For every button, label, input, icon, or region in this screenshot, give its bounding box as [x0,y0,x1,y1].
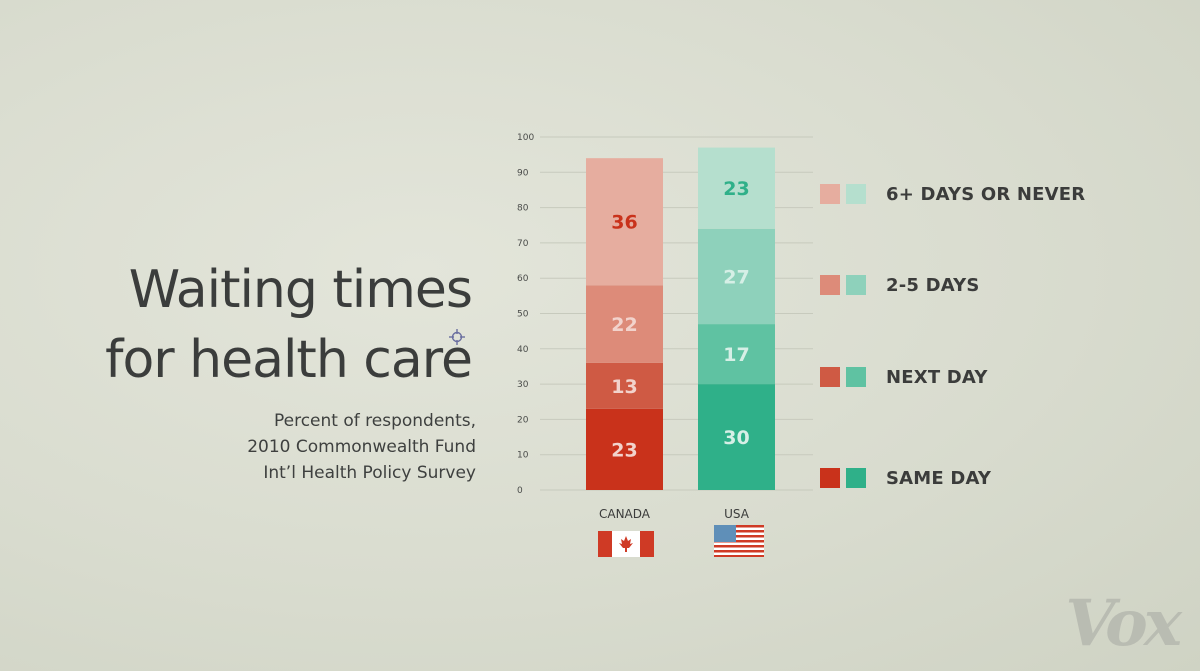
bar-segment [698,228,775,325]
bar-segment [698,324,775,385]
legend-swatch [846,468,866,488]
canada-flag-icon [598,531,654,557]
bar-segment [698,147,775,229]
bar-value-label: 36 [611,212,637,234]
chart-subtitle: Percent of respondents, 2010 Commonwealt… [247,408,476,486]
bar-value-label: 30 [723,427,749,449]
legend-label: SAME DAY [886,467,992,489]
category-label: USA [724,507,750,521]
subtitle-line-3: Int’l Health Policy Survey [263,463,476,483]
title-line-1: Waiting times [128,260,473,320]
chart-title: Waiting times for health care [105,255,473,395]
bar-value-label: 22 [611,314,637,336]
y-tick-label: 60 [517,274,529,284]
legend-label: 2-5 DAYS [886,274,980,296]
category-label: CANADA [599,507,651,521]
subtitle-line-1: Percent of respondents, [273,411,476,431]
legend-swatch [820,184,840,204]
legend-swatch [820,367,840,387]
legend-label: 6+ DAYS OR NEVER [886,183,1086,205]
subtitle-line-2: 2010 Commonwealth Fund [247,437,476,457]
legend-label: NEXT DAY [886,366,988,388]
crosshair-cursor-icon [449,329,465,345]
y-axis-ticks: 0 10 20 30 40 50 60 70 80 90 100 [517,133,534,496]
bar-segment [586,408,663,490]
title-line-2: for health care [105,330,473,390]
y-tick-label: 70 [517,239,529,249]
legend-item: 2-5 DAYS [820,274,980,296]
y-tick-label: 90 [517,168,529,178]
legend-swatch [846,184,866,204]
legend-swatch [846,367,866,387]
legend-item: 6+ DAYS OR NEVER [820,183,1086,205]
legend-item: NEXT DAY [820,366,988,388]
legend-swatch [846,275,866,295]
bar-segment [586,285,663,363]
bar-value-label: 13 [611,376,637,398]
y-tick-label: 40 [517,345,529,355]
value-labels: 23 13 22 36 30 17 27 23 [611,178,749,461]
y-tick-label: 20 [517,415,529,425]
bar-value-label: 23 [611,439,637,461]
y-tick-label: 100 [517,133,534,143]
y-tick-label: 80 [517,204,529,214]
bar-value-label: 27 [723,266,749,288]
legend-swatch [820,468,840,488]
y-tick-label: 50 [517,310,529,320]
vox-logo: Vox [1065,586,1182,661]
y-tick-label: 10 [517,451,529,461]
bar-segment [586,158,663,286]
bar-value-label: 17 [723,344,749,366]
y-tick-label: 30 [517,380,529,390]
usa-flag-icon [714,525,764,557]
bar-segment [586,362,663,409]
legend-swatch [820,275,840,295]
bar-value-label: 23 [723,178,749,200]
category-labels: CANADA USA [599,507,750,521]
legend-item: SAME DAY [820,467,992,489]
bar-segment [698,384,775,490]
bars [586,147,775,490]
y-tick-label: 0 [517,486,523,496]
